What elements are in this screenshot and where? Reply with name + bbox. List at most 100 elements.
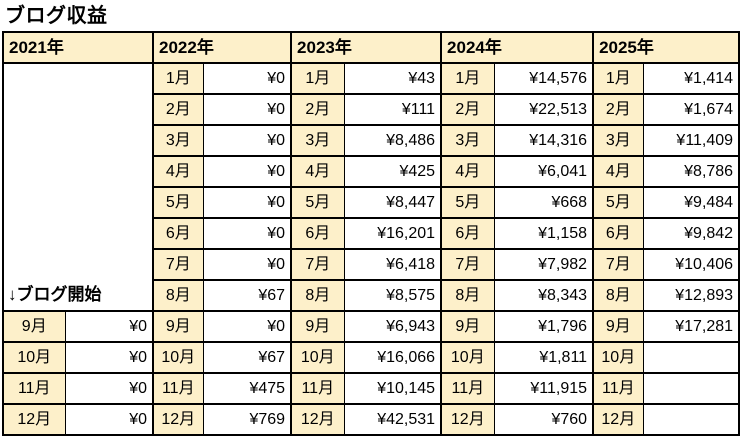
month-cell[interactable]: 7月 bbox=[440, 248, 495, 281]
value-cell[interactable]: ¥43 bbox=[343, 62, 442, 95]
month-cell[interactable]: 10月 bbox=[152, 341, 204, 374]
month-cell[interactable]: 11月 bbox=[2, 372, 66, 405]
month-cell[interactable]: 1月 bbox=[440, 62, 495, 95]
month-cell[interactable]: 5月 bbox=[592, 186, 644, 219]
value-cell[interactable]: ¥0 bbox=[64, 403, 154, 436]
month-cell[interactable]: 6月 bbox=[152, 217, 204, 250]
value-cell[interactable]: ¥7,982 bbox=[493, 248, 594, 281]
value-cell[interactable]: ¥9,484 bbox=[642, 186, 740, 219]
year-header-2024[interactable]: 2024年 bbox=[440, 31, 594, 64]
year-header-2022[interactable]: 2022年 bbox=[152, 31, 292, 64]
month-cell[interactable]: 10月 bbox=[2, 341, 66, 374]
month-cell[interactable]: 1月 bbox=[152, 62, 204, 95]
value-cell[interactable]: ¥111 bbox=[343, 93, 442, 126]
month-cell[interactable]: 6月 bbox=[592, 217, 644, 250]
value-cell[interactable]: ¥0 bbox=[202, 62, 292, 95]
month-cell[interactable]: 11月 bbox=[440, 372, 495, 405]
month-cell[interactable]: 3月 bbox=[440, 124, 495, 157]
value-cell[interactable] bbox=[642, 372, 740, 405]
value-cell[interactable]: ¥16,201 bbox=[343, 217, 442, 250]
month-cell[interactable]: 7月 bbox=[592, 248, 644, 281]
month-cell[interactable]: 4月 bbox=[290, 155, 345, 188]
month-cell[interactable]: 12月 bbox=[152, 403, 204, 436]
value-cell[interactable]: ¥17,281 bbox=[642, 310, 740, 343]
value-cell[interactable] bbox=[642, 341, 740, 374]
value-cell[interactable]: ¥0 bbox=[202, 93, 292, 126]
month-cell[interactable]: 3月 bbox=[592, 124, 644, 157]
month-cell[interactable]: 12月 bbox=[592, 403, 644, 436]
month-cell[interactable]: 2月 bbox=[440, 93, 495, 126]
value-cell[interactable]: ¥1,674 bbox=[642, 93, 740, 126]
month-cell[interactable]: 10月 bbox=[290, 341, 345, 374]
month-cell[interactable]: 5月 bbox=[440, 186, 495, 219]
value-cell[interactable]: ¥8,575 bbox=[343, 279, 442, 312]
value-cell[interactable]: ¥67 bbox=[202, 279, 292, 312]
value-cell[interactable] bbox=[642, 403, 740, 436]
month-cell[interactable]: 12月 bbox=[440, 403, 495, 436]
value-cell[interactable]: ¥8,343 bbox=[493, 279, 594, 312]
value-cell[interactable]: ¥14,316 bbox=[493, 124, 594, 157]
value-cell[interactable]: ¥10,145 bbox=[343, 372, 442, 405]
month-cell[interactable]: 5月 bbox=[290, 186, 345, 219]
month-cell[interactable]: 8月 bbox=[592, 279, 644, 312]
month-cell[interactable]: 3月 bbox=[290, 124, 345, 157]
value-cell[interactable]: ¥668 bbox=[493, 186, 594, 219]
month-cell[interactable]: 2月 bbox=[152, 93, 204, 126]
value-cell[interactable]: ¥0 bbox=[202, 155, 292, 188]
value-cell[interactable]: ¥0 bbox=[202, 186, 292, 219]
value-cell[interactable]: ¥475 bbox=[202, 372, 292, 405]
month-cell[interactable]: 8月 bbox=[152, 279, 204, 312]
month-cell[interactable]: 12月 bbox=[290, 403, 345, 436]
value-cell[interactable]: ¥22,513 bbox=[493, 93, 594, 126]
month-cell[interactable]: 8月 bbox=[290, 279, 345, 312]
value-cell[interactable]: ¥425 bbox=[343, 155, 442, 188]
month-cell[interactable]: 9月 bbox=[152, 310, 204, 343]
value-cell[interactable]: ¥6,943 bbox=[343, 310, 442, 343]
value-cell[interactable]: ¥8,486 bbox=[343, 124, 442, 157]
month-cell[interactable]: 11月 bbox=[592, 372, 644, 405]
pre-launch-merged-cell[interactable]: ↓ブログ開始 bbox=[1, 62, 154, 312]
value-cell[interactable]: ¥8,447 bbox=[343, 186, 442, 219]
value-cell[interactable]: ¥42,531 bbox=[343, 403, 442, 436]
value-cell[interactable]: ¥0 bbox=[202, 248, 292, 281]
value-cell[interactable]: ¥0 bbox=[64, 310, 154, 343]
value-cell[interactable]: ¥0 bbox=[202, 310, 292, 343]
month-cell[interactable]: 6月 bbox=[290, 217, 345, 250]
month-cell[interactable]: 9月 bbox=[440, 310, 495, 343]
value-cell[interactable]: ¥6,418 bbox=[343, 248, 442, 281]
value-cell[interactable]: ¥1,158 bbox=[493, 217, 594, 250]
value-cell[interactable]: ¥67 bbox=[202, 341, 292, 374]
month-cell[interactable]: 4月 bbox=[152, 155, 204, 188]
value-cell[interactable]: ¥0 bbox=[202, 124, 292, 157]
month-cell[interactable]: 7月 bbox=[152, 248, 204, 281]
value-cell[interactable]: ¥1,796 bbox=[493, 310, 594, 343]
year-header-2021[interactable]: 2021年 bbox=[1, 31, 154, 64]
month-cell[interactable]: 8月 bbox=[440, 279, 495, 312]
month-cell[interactable]: 11月 bbox=[290, 372, 345, 405]
month-cell[interactable]: 2月 bbox=[290, 93, 345, 126]
month-cell[interactable]: 9月 bbox=[592, 310, 644, 343]
month-cell[interactable]: 4月 bbox=[440, 155, 495, 188]
value-cell[interactable]: ¥0 bbox=[202, 217, 292, 250]
month-cell[interactable]: 10月 bbox=[440, 341, 495, 374]
month-cell[interactable]: 3月 bbox=[152, 124, 204, 157]
year-header-2025[interactable]: 2025年 bbox=[592, 31, 740, 64]
value-cell[interactable]: ¥12,893 bbox=[642, 279, 740, 312]
value-cell[interactable]: ¥1,811 bbox=[493, 341, 594, 374]
value-cell[interactable]: ¥9,842 bbox=[642, 217, 740, 250]
value-cell[interactable]: ¥14,576 bbox=[493, 62, 594, 95]
month-cell[interactable]: 9月 bbox=[290, 310, 345, 343]
value-cell[interactable]: ¥0 bbox=[64, 372, 154, 405]
value-cell[interactable]: ¥10,406 bbox=[642, 248, 740, 281]
value-cell[interactable]: ¥11,409 bbox=[642, 124, 740, 157]
month-cell[interactable]: 10月 bbox=[592, 341, 644, 374]
month-cell[interactable]: 9月 bbox=[2, 310, 66, 343]
value-cell[interactable]: ¥6,041 bbox=[493, 155, 594, 188]
month-cell[interactable]: 1月 bbox=[290, 62, 345, 95]
value-cell[interactable]: ¥0 bbox=[64, 341, 154, 374]
year-header-2023[interactable]: 2023年 bbox=[290, 31, 442, 64]
value-cell[interactable]: ¥760 bbox=[493, 403, 594, 436]
month-cell[interactable]: 2月 bbox=[592, 93, 644, 126]
month-cell[interactable]: 4月 bbox=[592, 155, 644, 188]
value-cell[interactable]: ¥1,414 bbox=[642, 62, 740, 95]
